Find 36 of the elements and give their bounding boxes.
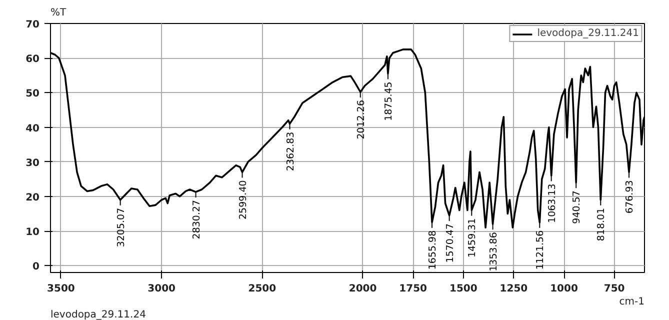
annotation: 1875.45 [383,82,394,121]
x-tick-label: 2500 [248,284,276,294]
x-tick-label: 2000 [348,284,377,294]
annotation: 818.01 [596,208,608,242]
annotation: 1121.56 [535,230,546,270]
legend-label: levodopa_29.11.241 [537,28,639,39]
y-tick-label: 40 [26,123,40,134]
annotation: 1353.86 [488,232,500,272]
y-tick-label: 20 [26,192,40,204]
annotation: 2012.26 [356,100,367,140]
y-tick-label: 70 [26,20,40,30]
x-tick-label: 1500 [449,284,478,294]
annotation: 1459.31 [467,218,478,258]
annotation: 2830.27 [191,200,202,240]
text: levodopa_29.11.24 [50,310,146,320]
annotation: 1655.98 [428,230,439,270]
annotation: 940.57 [572,190,583,224]
x-tick-label: 1250 [500,284,528,294]
x-tick-label: 1000 [550,284,578,294]
x-tick-label: 1750 [399,284,428,294]
x-tick-label: 750 [604,284,625,294]
annotation: 2599.40 [238,180,249,220]
y-axis-title: %T [50,8,67,18]
y-tick-label: 30 [26,158,40,169]
x-tick-label: 3500 [47,284,75,294]
annotation: 3205.07 [116,208,127,248]
annotation: 2362.83 [285,132,296,172]
y-tick-label: 60 [26,54,40,66]
annotation: 676.93 [624,180,636,214]
y-tick-label: 10 [26,227,40,238]
x-tick-label: 3000 [148,284,176,294]
annotation: 1063.13 [546,184,558,223]
y-tick-label: 50 [26,88,40,100]
x-axis-title: cm-1 [619,296,645,308]
annotation: 1570.47 [444,223,456,263]
y-tick-label: 0 [32,262,40,273]
